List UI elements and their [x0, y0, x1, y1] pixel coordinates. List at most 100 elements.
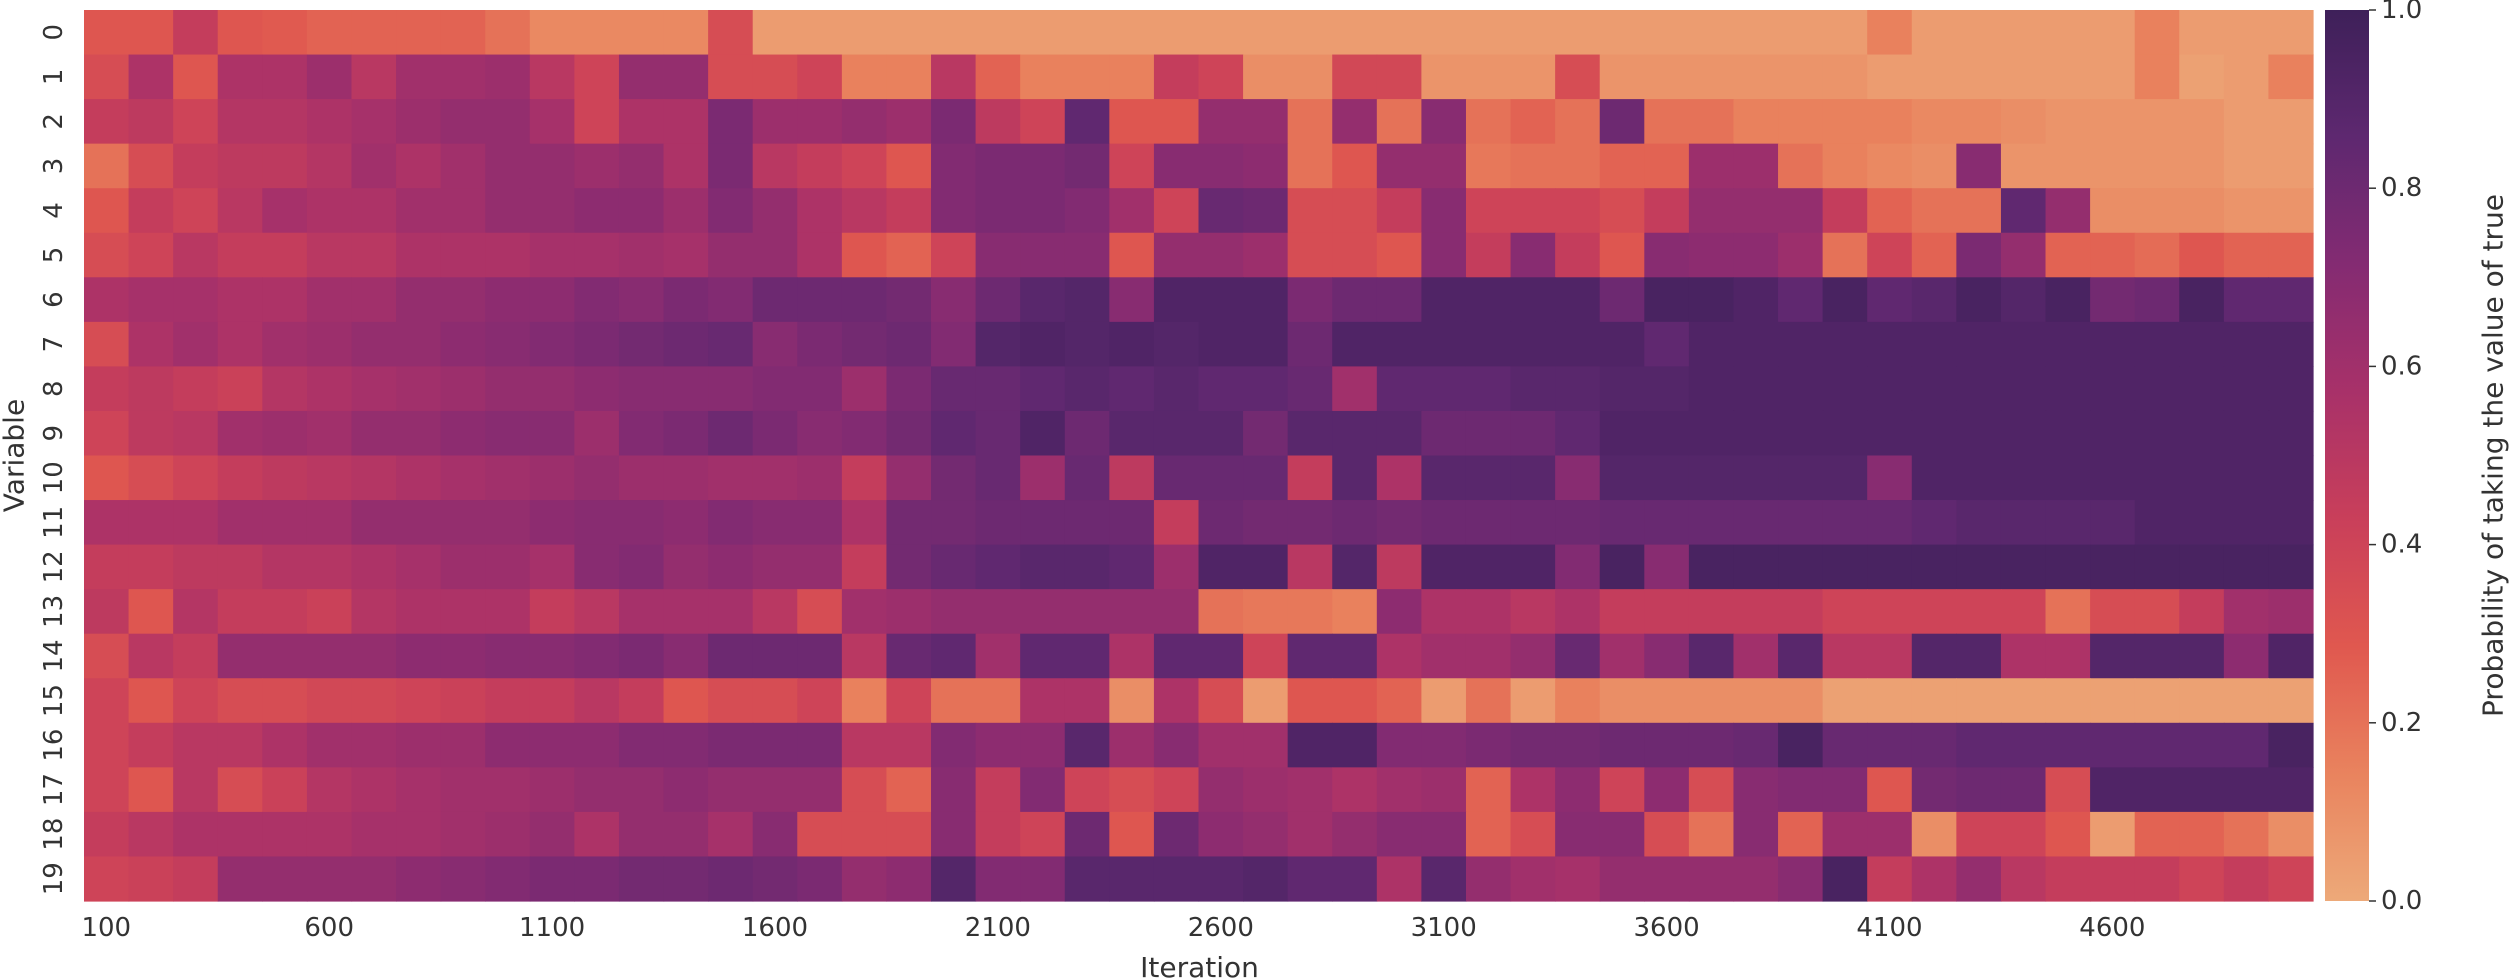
heatmap-cell: [173, 544, 219, 590]
heatmap-cell: [2000, 633, 2047, 679]
heatmap-cell: [1822, 232, 1868, 278]
heatmap-cell: [173, 767, 219, 813]
heatmap-cell: [1153, 500, 1200, 546]
heatmap-cell: [618, 500, 665, 546]
y-tick-label: 0: [39, 24, 69, 41]
heatmap-cell: [1020, 321, 1066, 367]
heatmap-cell: [2134, 589, 2180, 635]
heatmap-cell: [1688, 589, 1735, 635]
heatmap-cell: [2045, 455, 2091, 501]
heatmap-cell: [2045, 811, 2091, 858]
heatmap-cell: [797, 143, 843, 189]
heatmap-cell: [1510, 143, 1556, 189]
heatmap-cell: [1510, 811, 1556, 858]
heatmap-cell: [440, 856, 486, 902]
heatmap-cell: [173, 366, 219, 412]
heatmap-cell: [975, 54, 1021, 100]
heatmap-cell: [485, 143, 531, 189]
heatmap-cell: [841, 500, 888, 546]
y-tick-label: 1: [39, 69, 69, 86]
heatmap-cell: [306, 277, 353, 323]
heatmap-cell: [1465, 678, 1512, 724]
heatmap-cell: [440, 232, 486, 278]
heatmap-cell: [440, 678, 486, 724]
heatmap-cell: [1688, 232, 1735, 278]
heatmap-cell: [1287, 589, 1333, 635]
heatmap-cell: [1822, 633, 1868, 679]
heatmap-cell: [262, 54, 308, 100]
heatmap-cell: [663, 232, 709, 278]
heatmap-cell: [1465, 811, 1512, 858]
heatmap-cell: [1243, 633, 1289, 679]
heatmap-cell: [797, 500, 843, 546]
heatmap-cell: [1510, 722, 1556, 768]
heatmap-cell: [351, 544, 397, 590]
heatmap-cell: [485, 188, 531, 234]
heatmap-cell: [931, 366, 977, 412]
y-tick-label: 10: [39, 461, 69, 494]
heatmap-cell: [485, 366, 531, 412]
heatmap-cell: [1421, 633, 1467, 679]
heatmap-cell: [1376, 633, 1422, 679]
heatmap-cell: [975, 811, 1021, 858]
heatmap-cell: [618, 366, 665, 412]
heatmap-cell: [2179, 54, 2225, 100]
heatmap-cell: [1822, 366, 1868, 412]
heatmap-cell: [1555, 366, 1601, 412]
heatmap-cell: [708, 143, 754, 189]
heatmap-cell: [2000, 277, 2047, 323]
heatmap-cell: [217, 277, 263, 323]
heatmap-cell: [217, 811, 263, 858]
heatmap-cell: [1020, 143, 1066, 189]
heatmap-cell: [485, 633, 531, 679]
heatmap-cell: [886, 54, 932, 100]
heatmap-cell: [1109, 767, 1155, 813]
heatmap-cell: [2268, 678, 2314, 724]
heatmap-cell: [351, 811, 397, 858]
heatmap-cell: [708, 767, 754, 813]
heatmap-cell: [1153, 678, 1200, 724]
heatmap-cell: [1153, 633, 1200, 679]
heatmap-cell: [1644, 678, 1690, 724]
heatmap-cell: [173, 633, 219, 679]
heatmap-cell: [2134, 633, 2180, 679]
heatmap-cell: [1867, 99, 1913, 145]
y-tick-label: 2: [39, 113, 69, 130]
heatmap-cell: [931, 277, 977, 323]
heatmap-cell: [1644, 99, 1690, 145]
x-tick-label: 1100: [519, 913, 585, 943]
heatmap-cell: [1198, 410, 1244, 457]
heatmap-cell: [1644, 410, 1690, 457]
heatmap-cell: [1421, 321, 1467, 367]
heatmap-cell: [440, 544, 486, 590]
heatmap-cell: [1555, 277, 1601, 323]
heatmap-cell: [396, 455, 442, 501]
heatmap-cell: [1376, 767, 1422, 813]
heatmap-cell: [1198, 277, 1244, 323]
heatmap-cell: [173, 54, 219, 100]
heatmap-cell: [173, 143, 219, 189]
heatmap-cell: [886, 410, 932, 457]
heatmap-cell: [708, 410, 754, 457]
heatmap-cell: [351, 500, 397, 546]
heatmap-cell: [1867, 321, 1913, 367]
heatmap-cell: [618, 99, 665, 145]
heatmap-cell: [1733, 767, 1779, 813]
heatmap-cell: [841, 321, 888, 367]
x-tick-label: 2100: [965, 913, 1031, 943]
heatmap-cell: [1956, 633, 2002, 679]
heatmap-cell: [1287, 811, 1333, 858]
heatmap-cell: [351, 366, 397, 412]
heatmap-cell: [1822, 589, 1868, 635]
heatmap-cell: [1421, 366, 1467, 412]
heatmap-cell: [2090, 589, 2136, 635]
heatmap-cell: [396, 143, 442, 189]
x-tick-label: 600: [304, 913, 354, 943]
heatmap-cell: [1064, 321, 1110, 367]
heatmap-cell: [2179, 143, 2225, 189]
heatmap-cell: [1867, 544, 1913, 590]
heatmap-cell: [1599, 366, 1645, 412]
heatmap-cell: [1376, 544, 1422, 590]
x-axis-label: Iteration: [1140, 951, 1259, 980]
